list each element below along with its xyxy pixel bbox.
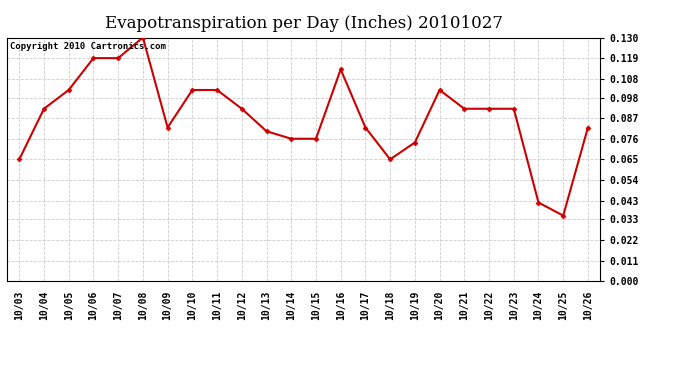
- Text: Evapotranspiration per Day (Inches) 20101027: Evapotranspiration per Day (Inches) 2010…: [105, 15, 502, 32]
- Text: Copyright 2010 Cartronics.com: Copyright 2010 Cartronics.com: [10, 42, 166, 51]
